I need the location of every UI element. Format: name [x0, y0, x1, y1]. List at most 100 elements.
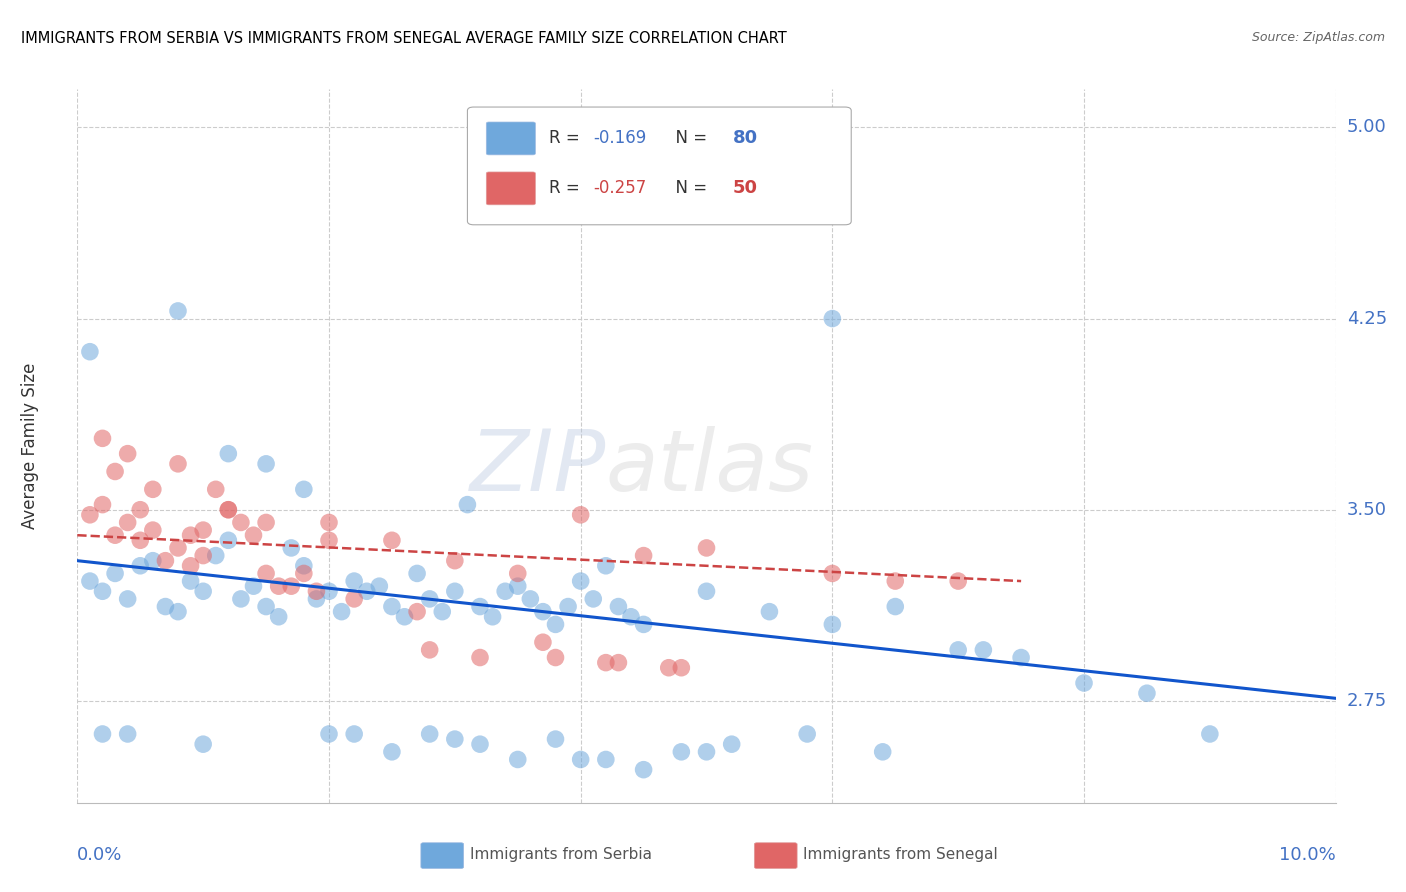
- Point: [167, 605, 190, 619]
- Point: [292, 566, 315, 581]
- Point: [948, 574, 970, 588]
- Point: [884, 599, 907, 614]
- Text: ZIP: ZIP: [470, 425, 606, 509]
- Point: [506, 579, 529, 593]
- Text: 4.25: 4.25: [1347, 310, 1388, 327]
- Point: [1073, 676, 1095, 690]
- Point: [242, 528, 264, 542]
- Point: [368, 579, 391, 593]
- Point: [456, 498, 478, 512]
- Text: 2.75: 2.75: [1347, 692, 1388, 710]
- Point: [155, 599, 177, 614]
- Point: [242, 579, 264, 593]
- Point: [381, 745, 404, 759]
- Point: [595, 558, 617, 573]
- Point: [1136, 686, 1159, 700]
- Point: [569, 508, 592, 522]
- Point: [254, 457, 277, 471]
- Point: [948, 643, 970, 657]
- Point: [330, 605, 353, 619]
- Point: [104, 566, 127, 581]
- Point: [1010, 650, 1032, 665]
- Text: Immigrants from Serbia: Immigrants from Serbia: [470, 847, 652, 862]
- Text: IMMIGRANTS FROM SERBIA VS IMMIGRANTS FROM SENEGAL AVERAGE FAMILY SIZE CORRELATIO: IMMIGRANTS FROM SERBIA VS IMMIGRANTS FRO…: [21, 31, 787, 46]
- Point: [544, 732, 567, 747]
- Text: Average Family Size: Average Family Size: [21, 363, 38, 529]
- Point: [696, 541, 718, 555]
- Point: [129, 558, 152, 573]
- Point: [217, 533, 239, 548]
- Point: [394, 609, 416, 624]
- Point: [544, 617, 567, 632]
- Point: [671, 745, 693, 759]
- Point: [79, 508, 101, 522]
- Point: [796, 727, 818, 741]
- Point: [696, 745, 718, 759]
- Point: [267, 609, 290, 624]
- Text: atlas: atlas: [606, 425, 814, 509]
- Point: [468, 599, 491, 614]
- Point: [204, 549, 226, 563]
- Point: [468, 650, 491, 665]
- Text: Source: ZipAtlas.com: Source: ZipAtlas.com: [1251, 31, 1385, 45]
- Point: [254, 566, 277, 581]
- Point: [318, 516, 340, 530]
- Point: [191, 523, 215, 537]
- Point: [343, 727, 366, 741]
- Point: [972, 643, 994, 657]
- Point: [595, 656, 617, 670]
- Point: [117, 591, 139, 606]
- Point: [444, 554, 467, 568]
- Point: [531, 635, 554, 649]
- Point: [191, 549, 215, 563]
- Text: 3.50: 3.50: [1347, 500, 1386, 519]
- Point: [180, 528, 202, 542]
- Point: [305, 584, 328, 599]
- FancyBboxPatch shape: [755, 843, 797, 869]
- Point: [607, 599, 630, 614]
- Point: [167, 541, 190, 555]
- Point: [191, 737, 215, 751]
- Point: [217, 502, 239, 516]
- Point: [142, 523, 165, 537]
- FancyBboxPatch shape: [420, 843, 464, 869]
- Point: [167, 304, 190, 318]
- Point: [544, 650, 567, 665]
- Point: [254, 599, 277, 614]
- Point: [519, 591, 541, 606]
- Point: [720, 737, 742, 751]
- Point: [79, 574, 101, 588]
- Point: [318, 584, 340, 599]
- Point: [117, 516, 139, 530]
- Point: [229, 591, 252, 606]
- Point: [821, 617, 844, 632]
- Text: -0.169: -0.169: [593, 128, 647, 146]
- Point: [481, 609, 503, 624]
- Point: [582, 591, 605, 606]
- Point: [696, 584, 718, 599]
- Point: [406, 566, 429, 581]
- Point: [91, 431, 114, 445]
- Text: R =: R =: [550, 178, 585, 196]
- Point: [167, 457, 190, 471]
- Point: [129, 533, 152, 548]
- FancyBboxPatch shape: [486, 122, 536, 155]
- Text: 80: 80: [733, 128, 758, 146]
- Point: [595, 752, 617, 766]
- Point: [419, 727, 441, 741]
- Point: [104, 528, 127, 542]
- Point: [343, 591, 366, 606]
- Point: [204, 483, 226, 497]
- Point: [356, 584, 378, 599]
- Point: [419, 591, 441, 606]
- Point: [607, 656, 630, 670]
- Point: [318, 533, 340, 548]
- FancyBboxPatch shape: [467, 107, 851, 225]
- Point: [305, 591, 328, 606]
- Point: [142, 483, 165, 497]
- Text: 10.0%: 10.0%: [1279, 846, 1336, 863]
- Point: [1198, 727, 1220, 741]
- Point: [432, 605, 454, 619]
- Point: [254, 516, 277, 530]
- Point: [91, 727, 114, 741]
